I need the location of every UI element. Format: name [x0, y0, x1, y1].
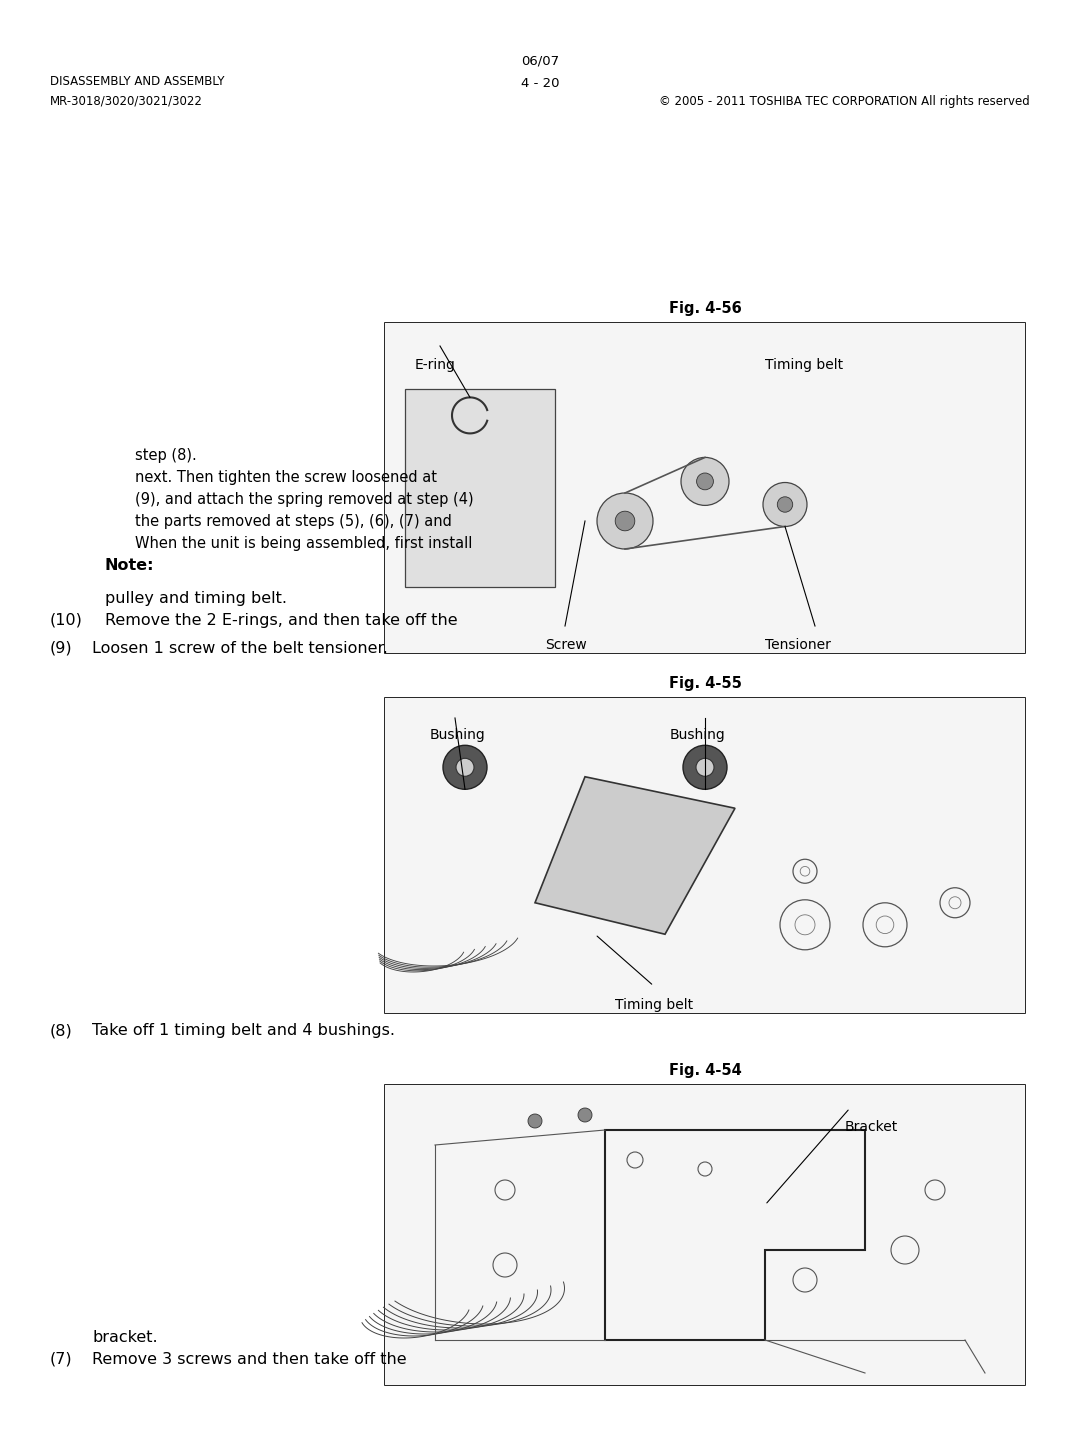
Bar — [384, 698, 1025, 1013]
Text: E-ring: E-ring — [415, 358, 456, 372]
Text: Remove the 2 E-rings, and then take off the: Remove the 2 E-rings, and then take off … — [105, 614, 458, 628]
Text: (9), and attach the spring removed at step (4): (9), and attach the spring removed at st… — [135, 491, 474, 507]
Text: DISASSEMBLY AND ASSEMBLY: DISASSEMBLY AND ASSEMBLY — [50, 75, 225, 88]
Text: (7): (7) — [50, 1352, 72, 1367]
Circle shape — [683, 746, 727, 789]
Text: Take off 1 timing belt and 4 bushings.: Take off 1 timing belt and 4 bushings. — [92, 1023, 395, 1038]
Text: (9): (9) — [50, 641, 72, 657]
Text: the parts removed at steps (5), (6), (7) and: the parts removed at steps (5), (6), (7)… — [135, 514, 451, 529]
Text: (10): (10) — [50, 614, 83, 628]
Circle shape — [697, 473, 714, 490]
Polygon shape — [535, 777, 735, 934]
Text: Fig. 4-55: Fig. 4-55 — [669, 675, 742, 691]
Circle shape — [616, 512, 635, 530]
Bar — [384, 1085, 1025, 1385]
Circle shape — [578, 1108, 592, 1122]
Text: 4 - 20: 4 - 20 — [521, 78, 559, 91]
Text: Fig. 4-54: Fig. 4-54 — [669, 1063, 741, 1078]
Circle shape — [778, 497, 793, 512]
Text: next. Then tighten the screw loosened at: next. Then tighten the screw loosened at — [135, 470, 437, 486]
Text: pulley and timing belt.: pulley and timing belt. — [105, 591, 287, 606]
Text: Bushing: Bushing — [670, 729, 726, 741]
Text: bracket.: bracket. — [92, 1331, 158, 1345]
Circle shape — [762, 483, 807, 526]
Circle shape — [456, 759, 474, 776]
Text: step (8).: step (8). — [135, 448, 197, 463]
Bar — [384, 323, 1025, 652]
Text: When the unit is being assembled, first install: When the unit is being assembled, first … — [135, 536, 472, 550]
Circle shape — [696, 759, 714, 776]
Bar — [405, 389, 555, 586]
Text: MR-3018/3020/3021/3022: MR-3018/3020/3021/3022 — [50, 95, 203, 108]
Bar — [384, 323, 1025, 652]
Bar — [384, 1085, 1025, 1385]
Circle shape — [528, 1114, 542, 1128]
Text: Bushing: Bushing — [430, 729, 486, 741]
Circle shape — [681, 457, 729, 506]
Text: Remove 3 screws and then take off the: Remove 3 screws and then take off the — [92, 1352, 407, 1367]
Text: Note:: Note: — [105, 558, 154, 573]
Text: Screw: Screw — [545, 638, 586, 652]
Text: Timing belt: Timing belt — [765, 358, 843, 372]
Bar — [384, 698, 1025, 1013]
Text: (8): (8) — [50, 1023, 72, 1038]
Text: © 2005 - 2011 TOSHIBA TEC CORPORATION All rights reserved: © 2005 - 2011 TOSHIBA TEC CORPORATION Al… — [659, 95, 1030, 108]
Text: Timing belt: Timing belt — [615, 999, 693, 1012]
Text: Bracket: Bracket — [845, 1119, 899, 1134]
Circle shape — [443, 746, 487, 789]
Text: Fig. 4-56: Fig. 4-56 — [669, 300, 741, 316]
Text: 06/07: 06/07 — [521, 55, 559, 68]
Circle shape — [597, 493, 653, 549]
Text: Loosen 1 screw of the belt tensioner.: Loosen 1 screw of the belt tensioner. — [92, 641, 388, 657]
Text: Tensioner: Tensioner — [765, 638, 831, 652]
